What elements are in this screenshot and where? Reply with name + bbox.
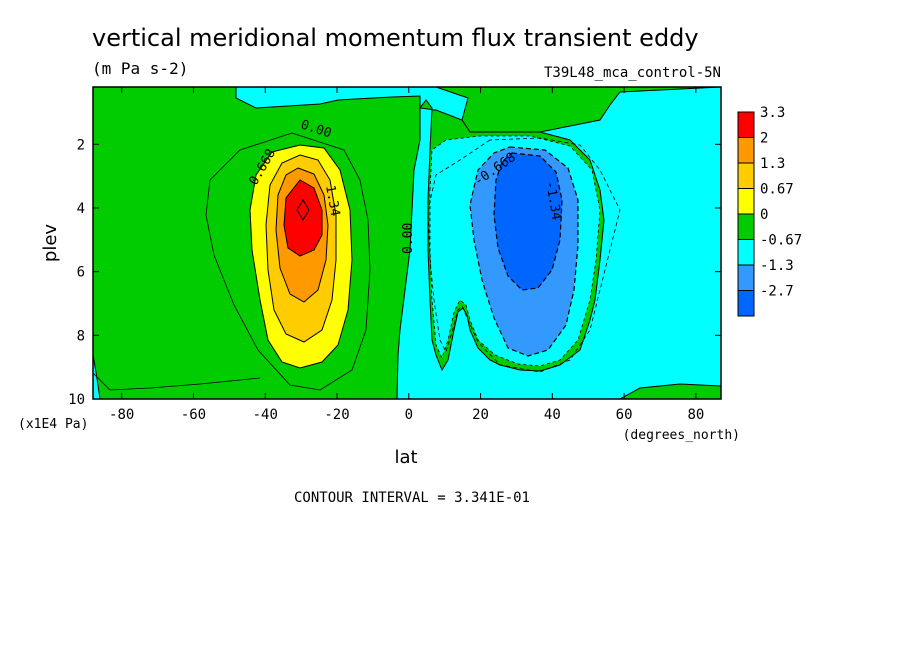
contour-interval-label: CONTOUR INTERVAL = 3.341E-01	[294, 490, 530, 506]
colorbar-label: 1.3	[760, 156, 785, 172]
y-tick-label: 6	[77, 265, 85, 281]
colorbar-swatch	[737, 162, 755, 189]
colorbar-swatch	[737, 290, 755, 317]
colorbar-label: 0	[760, 207, 768, 223]
colorbar-swatch	[737, 188, 755, 215]
x-tick-label: -40	[253, 407, 278, 423]
x-axis: -80 -60 -40 -20 0 20 40 60 80	[109, 87, 704, 423]
colorbar-swatch	[737, 213, 755, 240]
y-tick-label: 10	[68, 392, 85, 408]
dataset-label: T39L48_mca_control-5N	[544, 65, 721, 81]
y-axis-label: plev	[40, 224, 61, 263]
fill-zero-intrusion-top	[435, 87, 721, 133]
x-tick-label: -60	[181, 407, 206, 423]
x-tick-label: 80	[687, 407, 704, 423]
x-tick-label: -20	[324, 407, 349, 423]
y-tick-label: 4	[77, 201, 85, 217]
contour-label: 0.00	[401, 223, 416, 254]
x-tick-label: 60	[616, 407, 633, 423]
contour-label: 1.34	[322, 184, 342, 218]
colorbar-swatch	[737, 111, 755, 138]
fill-negative-27	[493, 152, 563, 291]
colorbar-label: -0.67	[760, 233, 802, 249]
colorbar-label: 0.67	[760, 182, 794, 198]
colorbar-swatch	[737, 239, 755, 266]
x-tick-label: 0	[405, 407, 413, 423]
y-tick-label: 8	[77, 328, 85, 344]
positive-max-marker	[296, 199, 310, 221]
colorbar-label: -1.3	[760, 258, 794, 274]
x-tick-label: -80	[109, 407, 134, 423]
colorbar-swatch	[737, 264, 755, 291]
contour-label: -1.34	[542, 180, 564, 221]
colorbar-label: 2	[760, 131, 768, 147]
colorbar-label: -2.7	[760, 284, 794, 300]
contour-line-mid	[93, 372, 261, 391]
colorbar-swatch	[737, 137, 755, 164]
x-tick-label: 20	[472, 407, 489, 423]
colorbar: 3.3 2 1.3 0.67 0 -0.67 -1.3 -2.7	[737, 105, 802, 317]
colorbar-label: 3.3	[760, 105, 785, 121]
units-label: (m Pa s-2)	[92, 59, 188, 78]
plot-frame	[92, 86, 722, 400]
y-axis-units: (x1E4 Pa)	[18, 417, 88, 432]
y-tick-label: 2	[77, 137, 85, 153]
contour-line-positive-outer	[205, 132, 371, 391]
y-axis: 2 4 6 8 10	[68, 137, 721, 408]
contour-plot	[93, 87, 721, 399]
x-axis-units: (degrees_north)	[623, 428, 740, 443]
fill-positive-33	[283, 179, 323, 257]
x-axis-label: lat	[394, 447, 417, 468]
chart-title: vertical meridional momentum flux transi…	[92, 24, 699, 52]
x-tick-label: 40	[544, 407, 561, 423]
contour-line-negative-outer	[427, 137, 621, 373]
